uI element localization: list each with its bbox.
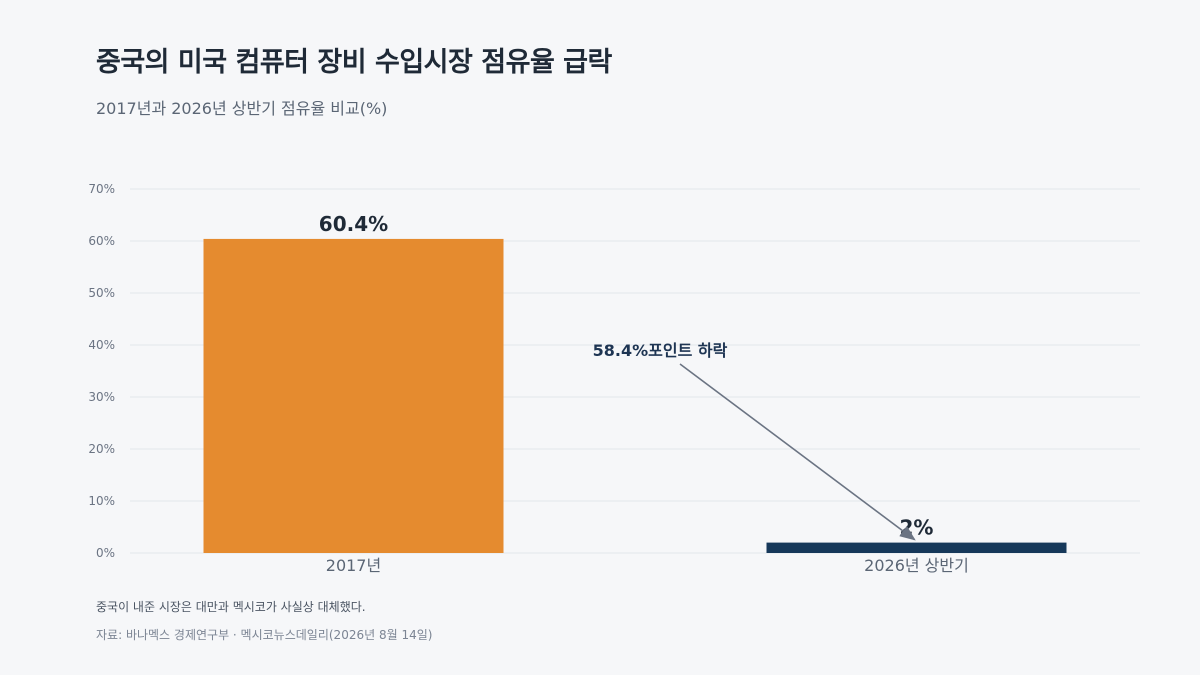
chart-title: 중국의 미국 컴퓨터 장비 수입시장 점유율 급락	[96, 47, 612, 78]
data-label: 2%	[900, 516, 934, 540]
y-tick-label: 10%	[88, 494, 115, 508]
y-tick-label: 70%	[88, 182, 115, 196]
y-tick-label: 60%	[88, 234, 115, 248]
y-tick-label: 0%	[96, 546, 115, 560]
annotation-label: 58.4%포인트 하락	[593, 341, 728, 360]
category-label: 2017년	[326, 556, 381, 575]
chart-source: 자료: 바나멕스 경제연구부 · 멕시코뉴스데일리(2026년 8월 14일)	[96, 628, 433, 642]
y-tick-label: 20%	[88, 442, 115, 456]
bar-2	[766, 542, 1067, 553]
category-label: 2026년 상반기	[864, 556, 969, 575]
y-tick-label: 30%	[88, 390, 115, 404]
data-label: 60.4%	[319, 212, 388, 236]
y-tick-label: 50%	[88, 286, 115, 300]
chart-subtitle: 2017년과 2026년 상반기 점유율 비교(%)	[96, 99, 388, 118]
annotation-arrow	[679, 363, 916, 541]
y-tick-label: 40%	[88, 338, 115, 352]
bar-1	[203, 238, 504, 554]
chart-note: 중국이 내준 시장은 대만과 멕시코가 사실상 대체했다.	[96, 600, 366, 614]
